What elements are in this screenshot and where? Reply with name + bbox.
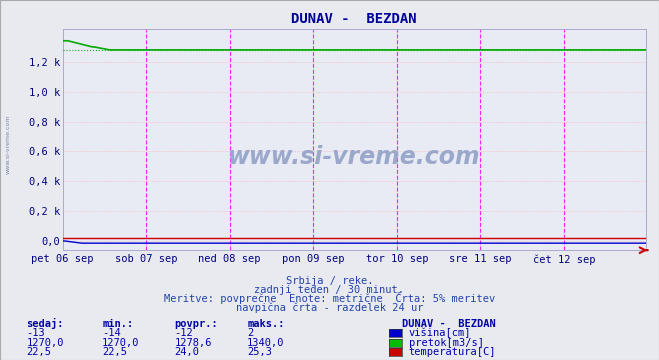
Text: višina[cm]: višina[cm]	[409, 328, 471, 338]
Text: 1340,0: 1340,0	[247, 338, 285, 348]
Text: 1270,0: 1270,0	[26, 338, 64, 348]
Text: 22,5: 22,5	[26, 347, 51, 357]
Text: -13: -13	[26, 328, 45, 338]
Text: temperatura[C]: temperatura[C]	[409, 347, 496, 357]
Text: povpr.:: povpr.:	[175, 319, 218, 329]
Text: DUNAV -  BEZDAN: DUNAV - BEZDAN	[402, 319, 496, 329]
Text: 24,0: 24,0	[175, 347, 200, 357]
Text: Srbija / reke.: Srbija / reke.	[286, 276, 373, 287]
Text: 1270,0: 1270,0	[102, 338, 140, 348]
Text: www.si-vreme.com: www.si-vreme.com	[5, 114, 11, 174]
Text: min.:: min.:	[102, 319, 133, 329]
Title: DUNAV -  BEZDAN: DUNAV - BEZDAN	[291, 12, 417, 26]
Text: navpična črta - razdelek 24 ur: navpična črta - razdelek 24 ur	[236, 303, 423, 314]
Text: www.si-vreme.com: www.si-vreme.com	[228, 145, 480, 169]
Text: zadnji teden / 30 minut.: zadnji teden / 30 minut.	[254, 285, 405, 296]
Text: 1278,6: 1278,6	[175, 338, 212, 348]
Text: 25,3: 25,3	[247, 347, 272, 357]
Text: pretok[m3/s]: pretok[m3/s]	[409, 338, 484, 348]
Text: -14: -14	[102, 328, 121, 338]
Text: 22,5: 22,5	[102, 347, 127, 357]
Text: -12: -12	[175, 328, 193, 338]
Text: maks.:: maks.:	[247, 319, 285, 329]
Text: Meritve: povprečne  Enote: metrične  Črta: 5% meritev: Meritve: povprečne Enote: metrične Črta:…	[164, 292, 495, 305]
Text: 2: 2	[247, 328, 253, 338]
Text: sedaj:: sedaj:	[26, 318, 64, 329]
